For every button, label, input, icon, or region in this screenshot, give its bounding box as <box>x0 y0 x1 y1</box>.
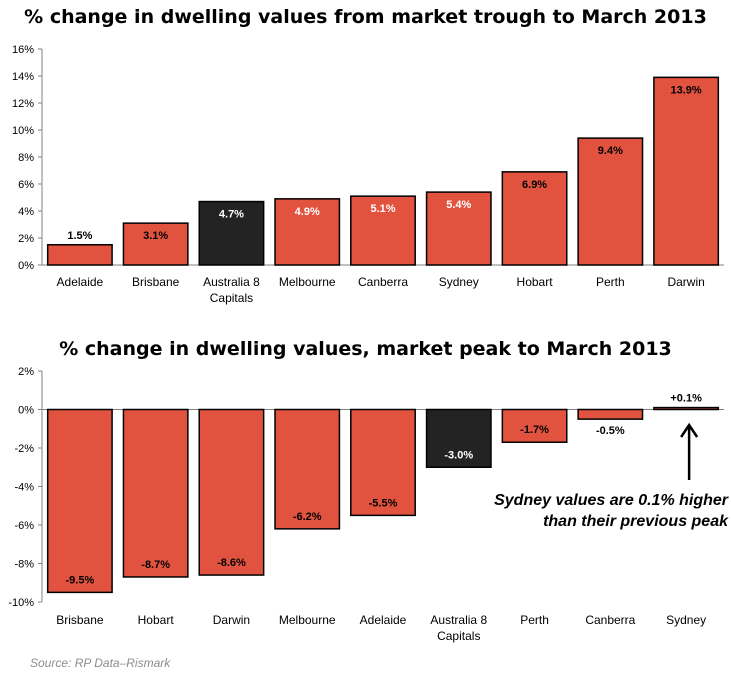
category-label: Hobart <box>517 275 554 289</box>
annotation-line-1: Sydney values are 0.1% higher <box>494 492 728 509</box>
bar <box>274 408 341 530</box>
data-label: +0.1% <box>670 393 702 405</box>
category-label: Australia 8 <box>430 613 487 627</box>
data-label: 5.4% <box>446 199 471 211</box>
category-label: Brisbane <box>132 275 180 289</box>
category-label: Canberra <box>585 613 635 627</box>
bar <box>350 195 416 266</box>
bar <box>198 200 265 266</box>
category-label: Adelaide <box>360 613 407 627</box>
bar <box>577 408 644 420</box>
y-tick-label: 2% <box>18 233 34 245</box>
bar <box>425 408 492 468</box>
y-tick-label: 2% <box>18 366 34 378</box>
category-label: Capitals <box>210 291 253 305</box>
y-tick-label: 16% <box>12 44 34 56</box>
data-label: 1.5% <box>67 230 92 242</box>
chart-trough: 0% 2% 4% 6% 8% 10% 12% 14% 16% 1.5% Adelaide 3.1% Br… <box>12 44 724 305</box>
data-label: -8.7% <box>141 559 170 571</box>
bar <box>46 408 113 594</box>
sydney-annotation: Sydney values are 0.1% higher than their… <box>440 490 728 532</box>
data-label: -3.0% <box>444 449 473 461</box>
y-tick-label: -6% <box>14 520 34 532</box>
category-label: Darwin <box>667 275 704 289</box>
bar <box>198 408 265 576</box>
y-tick-label: 4% <box>18 206 34 218</box>
data-label: -9.5% <box>66 574 95 586</box>
data-label: 4.7% <box>219 209 244 221</box>
bar <box>577 137 644 266</box>
chart-title-trough: % change in dwelling values from market … <box>24 6 707 28</box>
y-tick-label: -10% <box>8 597 34 609</box>
bar <box>653 406 720 411</box>
data-label: 3.1% <box>143 230 168 242</box>
category-label: Adelaide <box>57 275 104 289</box>
y-tick-label: 8% <box>18 152 34 164</box>
data-label: -6.2% <box>293 511 322 523</box>
chart-title-peak: % change in dwelling values, market peak… <box>59 338 672 360</box>
y-tick-label: 6% <box>18 179 34 191</box>
data-label: -5.5% <box>369 497 398 509</box>
y-tick-label: -4% <box>14 482 34 494</box>
data-label: -0.5% <box>596 425 625 437</box>
category-label: Canberra <box>358 275 408 289</box>
data-label: 9.4% <box>598 145 623 157</box>
data-label: -8.6% <box>217 557 246 569</box>
y-tick-label: 14% <box>12 71 34 83</box>
bar <box>46 244 113 266</box>
bar <box>653 76 720 266</box>
data-label: 6.9% <box>522 179 547 191</box>
category-label: Australia 8 <box>203 275 260 289</box>
category-label: Melbourne <box>279 613 336 627</box>
y-tick-label: 0% <box>18 405 34 417</box>
bar <box>501 408 568 443</box>
bar <box>501 171 568 266</box>
y-tick-label: 10% <box>12 125 34 137</box>
data-label: 5.1% <box>370 203 395 215</box>
bar <box>425 191 492 266</box>
data-label: 13.9% <box>671 84 702 96</box>
category-label: Perth <box>520 613 549 627</box>
bar <box>122 408 189 578</box>
annotation-line-2: than their previous peak <box>543 513 728 530</box>
category-label: Capitals <box>437 629 480 643</box>
category-label: Sydney <box>666 613 706 627</box>
category-label: Sydney <box>439 275 479 289</box>
bar <box>350 408 416 517</box>
category-label: Melbourne <box>279 275 336 289</box>
y-tick-label: 0% <box>18 260 34 272</box>
category-label: Brisbane <box>56 613 104 627</box>
data-label: -1.7% <box>520 424 549 436</box>
y-tick-label: -2% <box>14 443 34 455</box>
category-label: Perth <box>596 275 625 289</box>
category-label: Hobart <box>138 613 175 627</box>
annotation-arrow-head <box>680 422 699 438</box>
y-tick-label: 12% <box>12 98 34 110</box>
y-tick-label: -8% <box>14 559 34 571</box>
data-label: 4.9% <box>295 206 320 218</box>
bar <box>122 222 189 266</box>
bar <box>274 198 341 266</box>
category-label: Darwin <box>213 613 250 627</box>
source-note: Source: RP Data–Rismark <box>30 656 171 670</box>
